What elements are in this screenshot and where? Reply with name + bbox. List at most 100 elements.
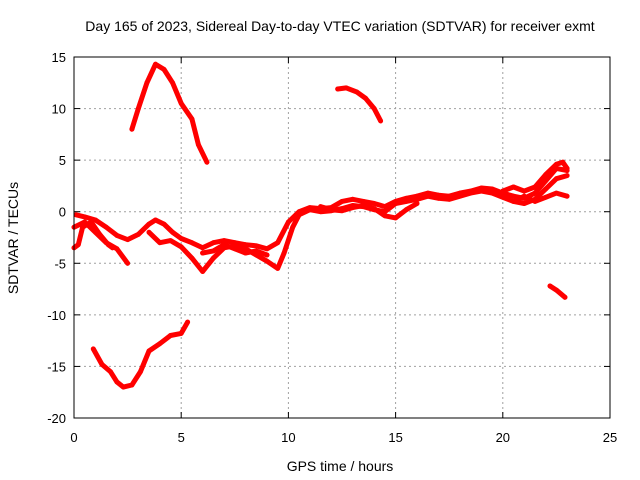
data-point [264, 246, 270, 252]
data-point [521, 201, 527, 206]
data-point [393, 215, 398, 221]
data-point [554, 287, 559, 293]
data-point [350, 196, 356, 202]
data-point [339, 208, 345, 214]
data-point [511, 199, 516, 204]
data-point [211, 240, 216, 246]
data-point [243, 250, 248, 256]
x-tick-label: 0 [70, 430, 77, 445]
series-arc-7 [511, 190, 570, 204]
series-arc-11 [90, 319, 191, 390]
data-point [103, 224, 109, 230]
y-tick-label: 10 [52, 102, 66, 117]
y-tick-label: -5 [54, 256, 66, 271]
data-point [361, 203, 366, 208]
y-tick-label: 5 [59, 153, 66, 168]
data-point [168, 238, 173, 244]
data-point [446, 196, 452, 202]
data-point [135, 106, 141, 111]
data-point [318, 209, 323, 215]
data-point [196, 142, 201, 148]
data-point [82, 214, 88, 220]
data-point [170, 80, 176, 86]
data-point [468, 190, 473, 196]
grid-lines [74, 57, 610, 418]
data-point [564, 193, 570, 199]
series-arc-6 [318, 201, 420, 221]
data-point [335, 86, 341, 92]
x-tick-label: 25 [603, 430, 617, 445]
data-point [275, 266, 281, 271]
data-point [532, 199, 538, 204]
data-point [500, 188, 506, 194]
data-point [564, 166, 570, 171]
data-point [178, 331, 184, 336]
data-point [157, 341, 163, 347]
data-point [521, 193, 527, 199]
data-point [253, 248, 259, 254]
data-point [211, 255, 216, 261]
data-point [200, 269, 206, 274]
data-point [328, 207, 334, 213]
data-point [290, 224, 296, 230]
data-point [114, 233, 120, 238]
data-point [554, 161, 559, 167]
data-point [200, 250, 206, 256]
data-point [425, 193, 431, 199]
data-point [521, 188, 527, 194]
data-point [361, 199, 366, 204]
data-point [105, 242, 111, 248]
data-point [371, 206, 377, 212]
data-point [232, 246, 238, 252]
data-point [363, 95, 368, 101]
data-point [170, 229, 176, 235]
x-tick-label: 5 [178, 430, 185, 445]
data-point [189, 116, 195, 122]
data-point [414, 201, 420, 206]
data-point [99, 362, 105, 367]
data-point [403, 207, 409, 213]
data-point [264, 258, 270, 264]
data-point [153, 61, 158, 67]
series-trace [318, 201, 420, 221]
data-point [382, 213, 388, 219]
y-tick-label: -20 [47, 411, 66, 426]
data-point [532, 190, 538, 196]
data-point [108, 369, 113, 374]
data-point [178, 101, 184, 106]
series-arc-8 [500, 159, 570, 194]
data-point [489, 186, 495, 192]
data-point [318, 204, 323, 210]
data-point [343, 85, 349, 91]
data-point [221, 238, 227, 244]
plot-border [73, 56, 611, 419]
data-point [511, 184, 516, 190]
data-point [157, 240, 163, 246]
data-point [371, 201, 377, 206]
data-point [80, 224, 85, 230]
data-point [350, 205, 356, 211]
data-point [532, 184, 538, 190]
series-arc-5 [200, 242, 270, 258]
data-point [339, 199, 345, 204]
data-point [500, 194, 506, 200]
data-point [296, 212, 302, 218]
data-point [178, 244, 184, 250]
data-point [144, 80, 150, 86]
data-point [414, 196, 420, 202]
data-point [146, 221, 152, 227]
data-point [211, 248, 216, 254]
data-point [168, 333, 173, 338]
data-point [114, 246, 120, 252]
data-point [146, 348, 152, 354]
data-point [129, 126, 135, 132]
data-point [354, 89, 360, 95]
data-point [543, 172, 549, 178]
data-point [73, 212, 79, 218]
data-point [436, 195, 441, 201]
data-point [161, 67, 167, 72]
data-point [129, 382, 135, 388]
data-point [189, 240, 195, 246]
